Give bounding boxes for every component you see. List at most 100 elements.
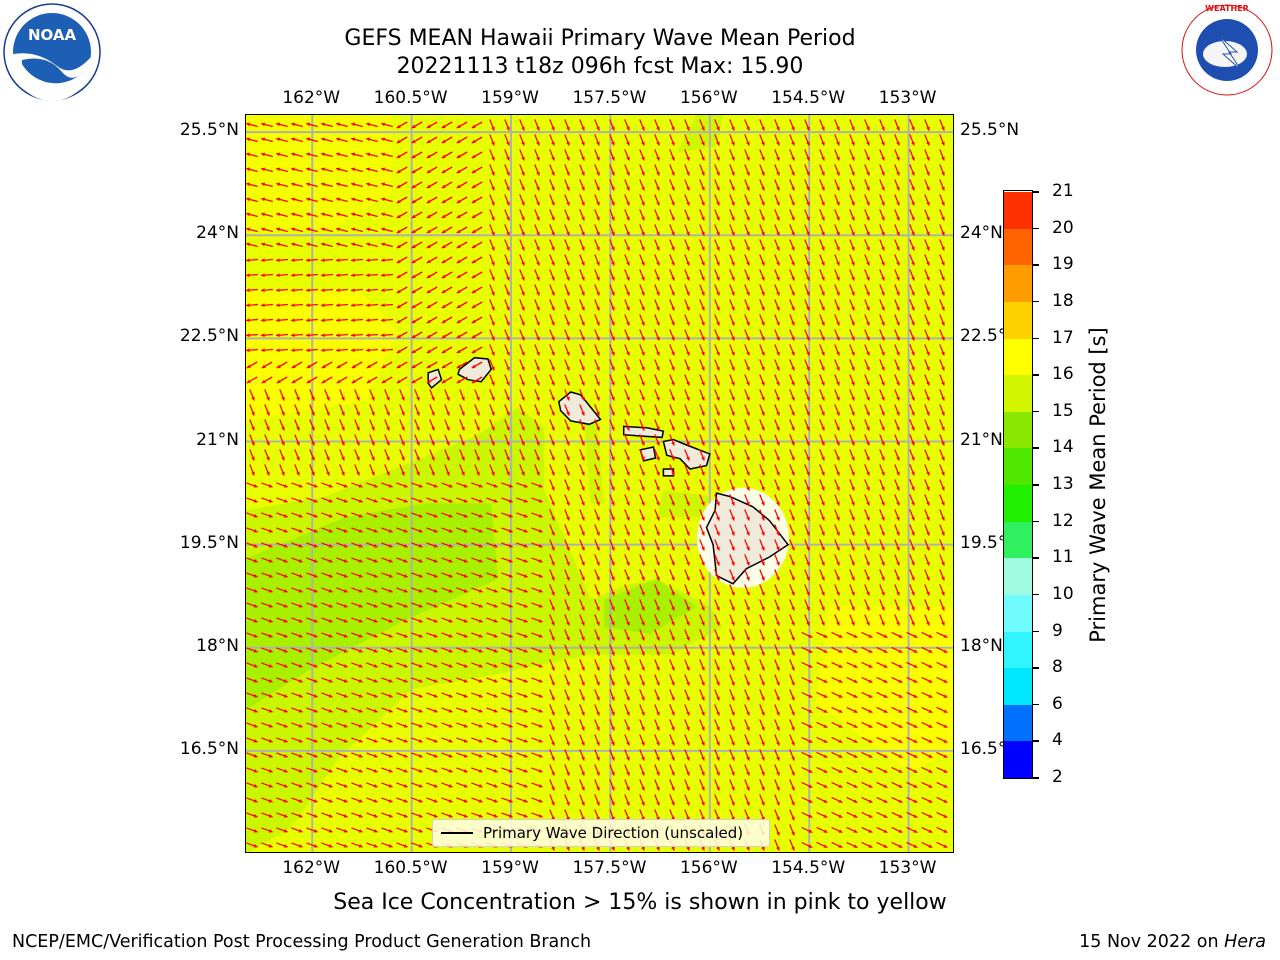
wave-arrow bbox=[909, 539, 915, 551]
wave-arrow bbox=[699, 269, 705, 281]
wave-arrow-head bbox=[521, 396, 525, 401]
wave-arrow-head bbox=[836, 276, 840, 281]
wave-arrow bbox=[894, 239, 900, 251]
wave-arrow bbox=[396, 286, 408, 294]
wave-arrow bbox=[819, 314, 825, 326]
wave-arrow bbox=[744, 434, 750, 446]
wave-arrow-head bbox=[566, 216, 570, 221]
wave-arrow bbox=[639, 494, 645, 506]
wave-arrow-head bbox=[581, 186, 585, 191]
wave-arrow bbox=[426, 241, 438, 249]
wave-arrow bbox=[594, 119, 600, 131]
wave-arrow-head bbox=[641, 456, 645, 461]
wave-arrow-head bbox=[866, 126, 870, 131]
wave-arrow-head bbox=[701, 141, 705, 146]
wave-arrow bbox=[849, 134, 855, 146]
wave-arrow-head bbox=[671, 516, 675, 521]
wave-arrow-head bbox=[761, 456, 765, 461]
wave-arrow-head bbox=[881, 486, 885, 491]
wave-arrow bbox=[426, 542, 438, 548]
wave-arrow bbox=[774, 554, 780, 566]
wave-arrow-head bbox=[791, 561, 795, 566]
wave-arrow-head bbox=[656, 516, 660, 521]
wave-arrow-head bbox=[806, 216, 810, 221]
wave-arrow bbox=[579, 119, 585, 131]
wave-arrow-head bbox=[396, 274, 401, 278]
wave-arrow bbox=[819, 449, 825, 461]
wave-arrow bbox=[804, 149, 810, 161]
wave-arrow bbox=[471, 196, 483, 204]
wave-arrow bbox=[699, 179, 705, 191]
wave-arrow-head bbox=[566, 156, 570, 161]
wave-arrow-head bbox=[306, 364, 311, 368]
wave-arrow bbox=[819, 479, 825, 491]
wave-arrow bbox=[414, 449, 420, 461]
wave-arrow bbox=[320, 258, 334, 263]
wave-arrow-head bbox=[926, 231, 930, 236]
wave-arrow-head bbox=[836, 411, 840, 416]
wave-arrow-head bbox=[911, 171, 915, 176]
wave-arrow bbox=[471, 542, 483, 548]
wave-arrow-head bbox=[351, 212, 356, 217]
wave-arrow bbox=[879, 374, 885, 386]
wave-arrow bbox=[246, 348, 259, 353]
wave-arrow-head bbox=[791, 171, 795, 176]
wave-arrow-head bbox=[866, 261, 870, 266]
wave-arrow-head bbox=[456, 349, 461, 353]
wave-arrow-head bbox=[441, 229, 446, 233]
wave-arrow bbox=[504, 314, 510, 326]
wave-arrow bbox=[759, 539, 765, 551]
wave-arrow bbox=[504, 194, 510, 206]
wave-arrow-head bbox=[261, 258, 265, 263]
wave-arrow-head bbox=[731, 396, 735, 401]
wave-arrow-head bbox=[351, 137, 356, 142]
wave-arrow-head bbox=[866, 486, 870, 491]
wave-arrow-head bbox=[491, 216, 495, 221]
field-yellow-nw bbox=[246, 290, 399, 421]
wave-arrow bbox=[381, 212, 393, 218]
wave-arrow bbox=[321, 167, 333, 173]
wave-arrow bbox=[471, 226, 483, 234]
wave-arrow bbox=[579, 224, 585, 236]
wave-arrow-head bbox=[656, 411, 660, 416]
wave-arrow bbox=[729, 419, 735, 431]
wave-arrow bbox=[864, 359, 870, 371]
wave-arrow bbox=[381, 182, 393, 188]
wave-arrow-head bbox=[836, 381, 840, 386]
wave-arrow-head bbox=[626, 561, 630, 566]
wave-arrow bbox=[579, 404, 585, 416]
wave-arrow-head bbox=[253, 559, 258, 563]
wave-arrow-head bbox=[806, 441, 810, 446]
wave-arrow-head bbox=[866, 171, 870, 176]
wave-arrow-head bbox=[343, 484, 348, 488]
wave-arrow bbox=[834, 479, 840, 491]
wave-arrow bbox=[291, 152, 303, 158]
wave-arrow-head bbox=[791, 411, 795, 416]
wave-arrow-head bbox=[941, 171, 945, 176]
wave-arrow-head bbox=[791, 306, 795, 311]
wave-arrow-head bbox=[821, 501, 825, 506]
wave-arrow-head bbox=[716, 291, 720, 296]
wave-arrow-head bbox=[701, 126, 705, 131]
wave-arrow bbox=[639, 554, 645, 566]
wave-arrow bbox=[471, 527, 483, 533]
wave-arrow bbox=[654, 239, 660, 251]
wave-arrow-head bbox=[836, 471, 840, 476]
wave-arrow-head bbox=[626, 426, 630, 431]
wave-arrow-head bbox=[716, 126, 720, 131]
island-molokai bbox=[622, 425, 665, 439]
wave-arrow-head bbox=[566, 441, 570, 446]
wave-arrow bbox=[365, 318, 379, 323]
wave-arrow-head bbox=[851, 216, 855, 221]
wave-arrow bbox=[441, 286, 453, 294]
wave-arrow bbox=[594, 359, 600, 371]
wave-arrow bbox=[894, 179, 900, 191]
lon-tick-label: 153°W bbox=[878, 858, 937, 878]
wave-arrow bbox=[290, 348, 304, 353]
wave-arrow bbox=[276, 482, 288, 488]
wave-arrow-head bbox=[551, 456, 555, 461]
wave-arrow bbox=[339, 404, 345, 416]
wave-arrow bbox=[939, 539, 945, 551]
wave-arrow bbox=[939, 224, 945, 236]
wave-arrow bbox=[246, 318, 259, 323]
